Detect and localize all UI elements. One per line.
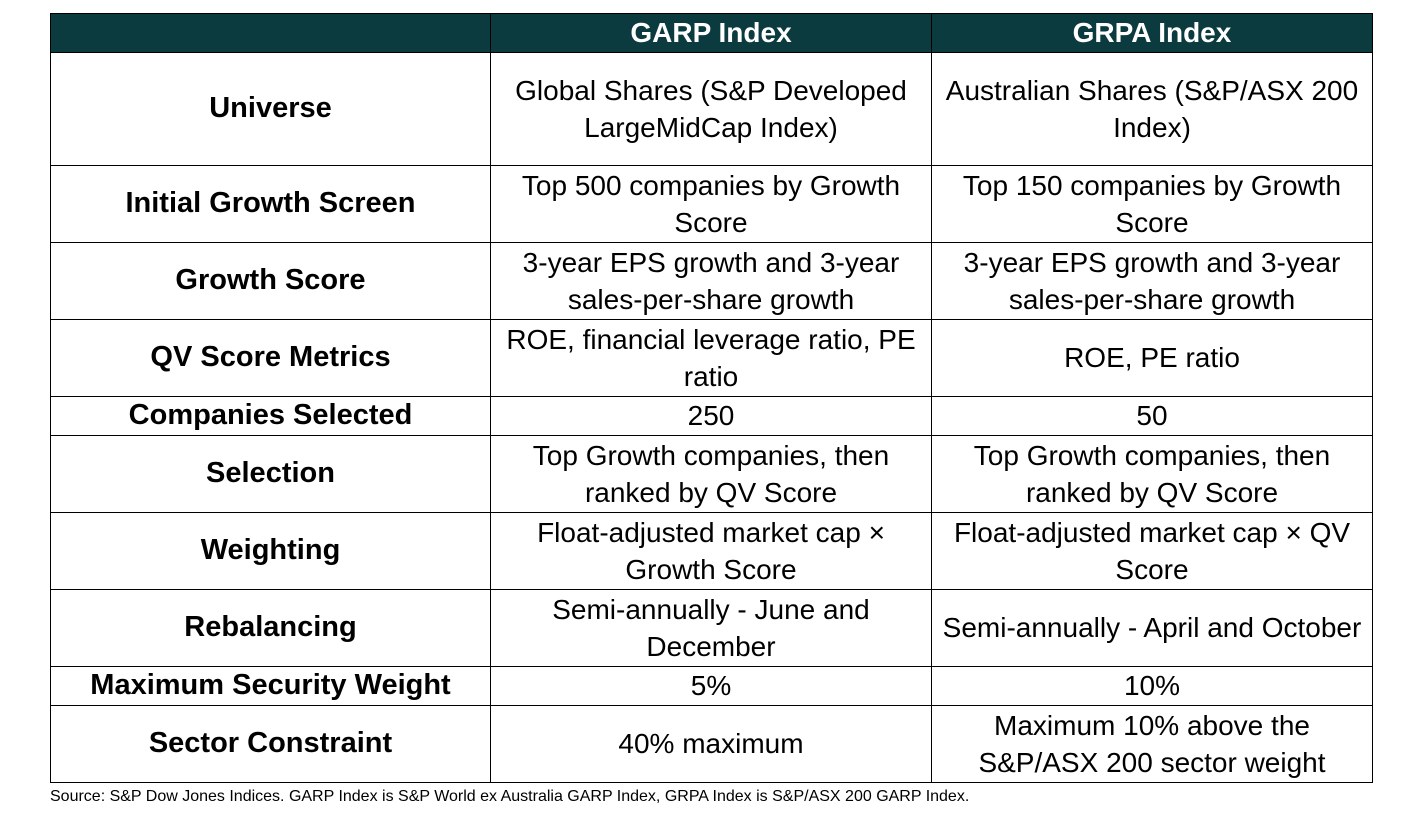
grpa-qv-score-metrics-cell: ROE, PE ratio (931, 319, 1373, 397)
grpa-weighting-cell: Float-adjusted market cap × QV Score (931, 512, 1373, 590)
row-label-rebalancing: Rebalancing (50, 589, 491, 667)
index-comparison-table: GARP Index GRPA Index Universe Global Sh… (50, 13, 1373, 783)
grpa-initial-growth-screen-cell: Top 150 companies by Growth Score (931, 165, 1373, 243)
header-blank-cell (50, 13, 491, 53)
garp-companies-selected-cell: 250 (490, 396, 932, 436)
row-label-selection: Selection (50, 435, 491, 513)
table-row: Sector Constraint 40% maximum Maximum 10… (50, 705, 1373, 783)
table-row: Weighting Float-adjusted market cap × Gr… (50, 512, 1373, 590)
table-row: Growth Score 3-year EPS growth and 3-yea… (50, 242, 1373, 320)
row-label-universe: Universe (50, 52, 491, 166)
row-label-initial-growth-screen: Initial Growth Screen (50, 165, 491, 243)
garp-selection-cell: Top Growth companies, then ranked by QV … (490, 435, 932, 513)
row-label-companies-selected: Companies Selected (50, 396, 491, 436)
garp-weighting-cell: Float-adjusted market cap × Growth Score (490, 512, 932, 590)
garp-sector-constraint-cell: 40% maximum (490, 705, 932, 783)
garp-qv-score-metrics-cell: ROE, financial leverage ratio, PE ratio (490, 319, 932, 397)
header-grpa-index: GRPA Index (931, 13, 1373, 53)
table-row: Companies Selected 250 50 (50, 396, 1373, 436)
row-label-growth-score: Growth Score (50, 242, 491, 320)
table-row: Universe Global Shares (S&P Developed La… (50, 52, 1373, 166)
grpa-universe-cell: Australian Shares (S&P/ASX 200 Index) (931, 52, 1373, 166)
row-label-sector-constraint: Sector Constraint (50, 705, 491, 783)
garp-initial-growth-screen-cell: Top 500 companies by Growth Score (490, 165, 932, 243)
grpa-sector-constraint-cell: Maximum 10% above the S&P/ASX 200 sector… (931, 705, 1373, 783)
table-row: Initial Growth Screen Top 500 companies … (50, 165, 1373, 243)
header-garp-index: GARP Index (490, 13, 932, 53)
grpa-rebalancing-cell: Semi-annually - April and October (931, 589, 1373, 667)
garp-growth-score-cell: 3-year EPS growth and 3-year sales-per-s… (490, 242, 932, 320)
row-label-maximum-security-weight: Maximum Security Weight (50, 666, 491, 706)
table-row: Selection Top Growth companies, then ran… (50, 435, 1373, 513)
source-note: Source: S&P Dow Jones Indices. GARP Inde… (50, 788, 970, 805)
grpa-maximum-security-weight-cell: 10% (931, 666, 1373, 706)
header-row: GARP Index GRPA Index (50, 13, 1373, 53)
grpa-growth-score-cell: 3-year EPS growth and 3-year sales-per-s… (931, 242, 1373, 320)
table-row: Maximum Security Weight 5% 10% (50, 666, 1373, 706)
row-label-qv-score-metrics: QV Score Metrics (50, 319, 491, 397)
garp-universe-cell: Global Shares (S&P Developed LargeMidCap… (490, 52, 932, 166)
grpa-selection-cell: Top Growth companies, then ranked by QV … (931, 435, 1373, 513)
table-row: QV Score Metrics ROE, financial leverage… (50, 319, 1373, 397)
grpa-companies-selected-cell: 50 (931, 396, 1373, 436)
garp-rebalancing-cell: Semi-annually - June and December (490, 589, 932, 667)
garp-maximum-security-weight-cell: 5% (490, 666, 932, 706)
table-row: Rebalancing Semi-annually - June and Dec… (50, 589, 1373, 667)
row-label-weighting: Weighting (50, 512, 491, 590)
